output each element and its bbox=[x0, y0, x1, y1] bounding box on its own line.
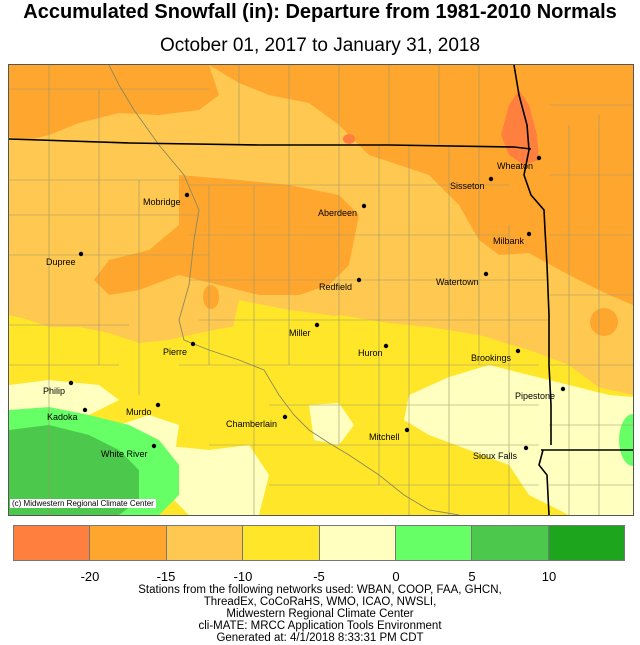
legend-tick-4: -5 bbox=[313, 569, 325, 584]
band-minus5-to-0-c bbox=[309, 403, 354, 445]
city-label-brookings: Brookings bbox=[471, 353, 512, 363]
band-minus15 bbox=[9, 65, 633, 305]
band-5-to-10-e bbox=[9, 465, 49, 505]
map-credit: (c) Midwestern Regional Climate Center bbox=[10, 499, 156, 508]
city-dot-huron bbox=[383, 343, 389, 349]
city-label-sisseton: Sisseton bbox=[450, 181, 485, 191]
city-dot-sisseton bbox=[488, 176, 494, 182]
city-dot-dupree bbox=[78, 251, 84, 257]
footer-line: Midwestern Regional Climate Center bbox=[226, 608, 414, 620]
legend-tick-1: -20 bbox=[80, 569, 100, 584]
city-label-wheaton: Wheaton bbox=[497, 161, 533, 171]
city-label-milbank: Milbank bbox=[493, 236, 525, 246]
band-minus5-to-0 bbox=[9, 380, 119, 415]
footer-line: ThreadEx, CoCoRaHS, WMO, ICAO, NWSLI, bbox=[203, 596, 437, 608]
footer-line: Stations from the following networks use… bbox=[138, 584, 502, 596]
band-minus20-n bbox=[343, 134, 355, 144]
city-label-white-river: White River bbox=[101, 449, 148, 459]
band-0-to-5-e bbox=[619, 414, 633, 466]
legend-swatch-3 bbox=[166, 526, 244, 560]
city-label-dupree: Dupree bbox=[46, 257, 76, 267]
map-title: Accumulated Snowfall (in): Departure fro… bbox=[23, 1, 617, 23]
city-label-philip: Philip bbox=[43, 386, 65, 396]
city-dot-mitchell bbox=[404, 427, 410, 433]
city-label-huron: Huron bbox=[358, 348, 383, 358]
city-dot-murdo bbox=[155, 402, 161, 408]
band-minus15-spot-e bbox=[590, 308, 618, 336]
city-dot-pipestone bbox=[560, 386, 566, 392]
legend-swatch-8 bbox=[548, 526, 624, 560]
legend-swatch-6 bbox=[395, 526, 473, 560]
missouri-river bbox=[108, 65, 460, 515]
city-label-mobridge: Mobridge bbox=[143, 197, 181, 207]
city-dot-chamberlain bbox=[282, 414, 288, 420]
city-markers: Wheaton Sisseton Mobridge Aberdeen Milba… bbox=[43, 155, 566, 461]
city-dot-white-river bbox=[151, 443, 157, 449]
city-dot-aberdeen bbox=[361, 203, 367, 209]
city-label-chamberlain: Chamberlain bbox=[226, 419, 277, 429]
legend-tick-7: 10 bbox=[541, 569, 557, 584]
legend-tick-5: 0 bbox=[392, 569, 400, 584]
legend-swatch-4 bbox=[243, 526, 320, 560]
city-label-pipestone: Pipestone bbox=[515, 391, 555, 401]
city-label-kadoka: Kadoka bbox=[47, 412, 78, 422]
map-subtitle: October 01, 2017 to January 31, 2018 bbox=[159, 35, 481, 56]
legend-tick-6: 5 bbox=[468, 569, 476, 584]
map-canvas: Wheaton Sisseton Mobridge Aberdeen Milba… bbox=[9, 65, 633, 515]
city-dot-mobridge bbox=[184, 192, 190, 198]
footer-line: cli-MATE: MRCC Application Tools Environ… bbox=[198, 620, 442, 632]
city-dot-miller bbox=[314, 322, 320, 328]
legend-swatch-2 bbox=[90, 526, 167, 560]
band-minus15-spot bbox=[203, 285, 219, 309]
city-dot-wheaton bbox=[536, 155, 542, 161]
legend-tick-2: -15 bbox=[156, 569, 176, 584]
footer-notes: Stations from the following networks use… bbox=[0, 584, 640, 644]
city-label-sioux-falls: Sioux Falls bbox=[473, 451, 518, 461]
footer-line: Generated at: 4/1/2018 8:33:31 PM CDT bbox=[216, 632, 424, 644]
city-dot-milbank bbox=[526, 231, 532, 237]
legend-swatch-5 bbox=[319, 526, 396, 560]
city-label-aberdeen: Aberdeen bbox=[318, 208, 357, 218]
legend-swatch-1 bbox=[14, 526, 91, 560]
city-label-pierre: Pierre bbox=[163, 347, 187, 357]
city-label-redfield: Redfield bbox=[319, 282, 352, 292]
city-dot-redfield bbox=[356, 277, 362, 283]
legend-tick-3: -10 bbox=[233, 569, 253, 584]
city-dot-sioux-falls bbox=[523, 445, 529, 451]
legend-swatch-7 bbox=[472, 526, 549, 560]
city-label-murdo: Murdo bbox=[126, 407, 152, 417]
band-minus5-to-0-s bbox=[159, 445, 269, 515]
city-label-mitchell: Mitchell bbox=[369, 432, 400, 442]
city-dot-watertown bbox=[483, 271, 489, 277]
county-lines bbox=[9, 65, 633, 515]
city-dot-brookings bbox=[515, 348, 521, 354]
city-label-watertown: Watertown bbox=[436, 277, 479, 287]
color-legend bbox=[13, 525, 625, 561]
band-minus5-to-0-se bbox=[404, 365, 633, 515]
city-dot-pierre bbox=[190, 341, 196, 347]
city-label-miller: Miller bbox=[289, 328, 311, 338]
band-minus15-west bbox=[9, 65, 219, 140]
state-borders bbox=[9, 65, 633, 515]
city-dot-kadoka bbox=[82, 407, 88, 413]
city-dot-philip bbox=[68, 380, 74, 386]
snowfall-departure-map: Wheaton Sisseton Mobridge Aberdeen Milba… bbox=[8, 64, 634, 516]
